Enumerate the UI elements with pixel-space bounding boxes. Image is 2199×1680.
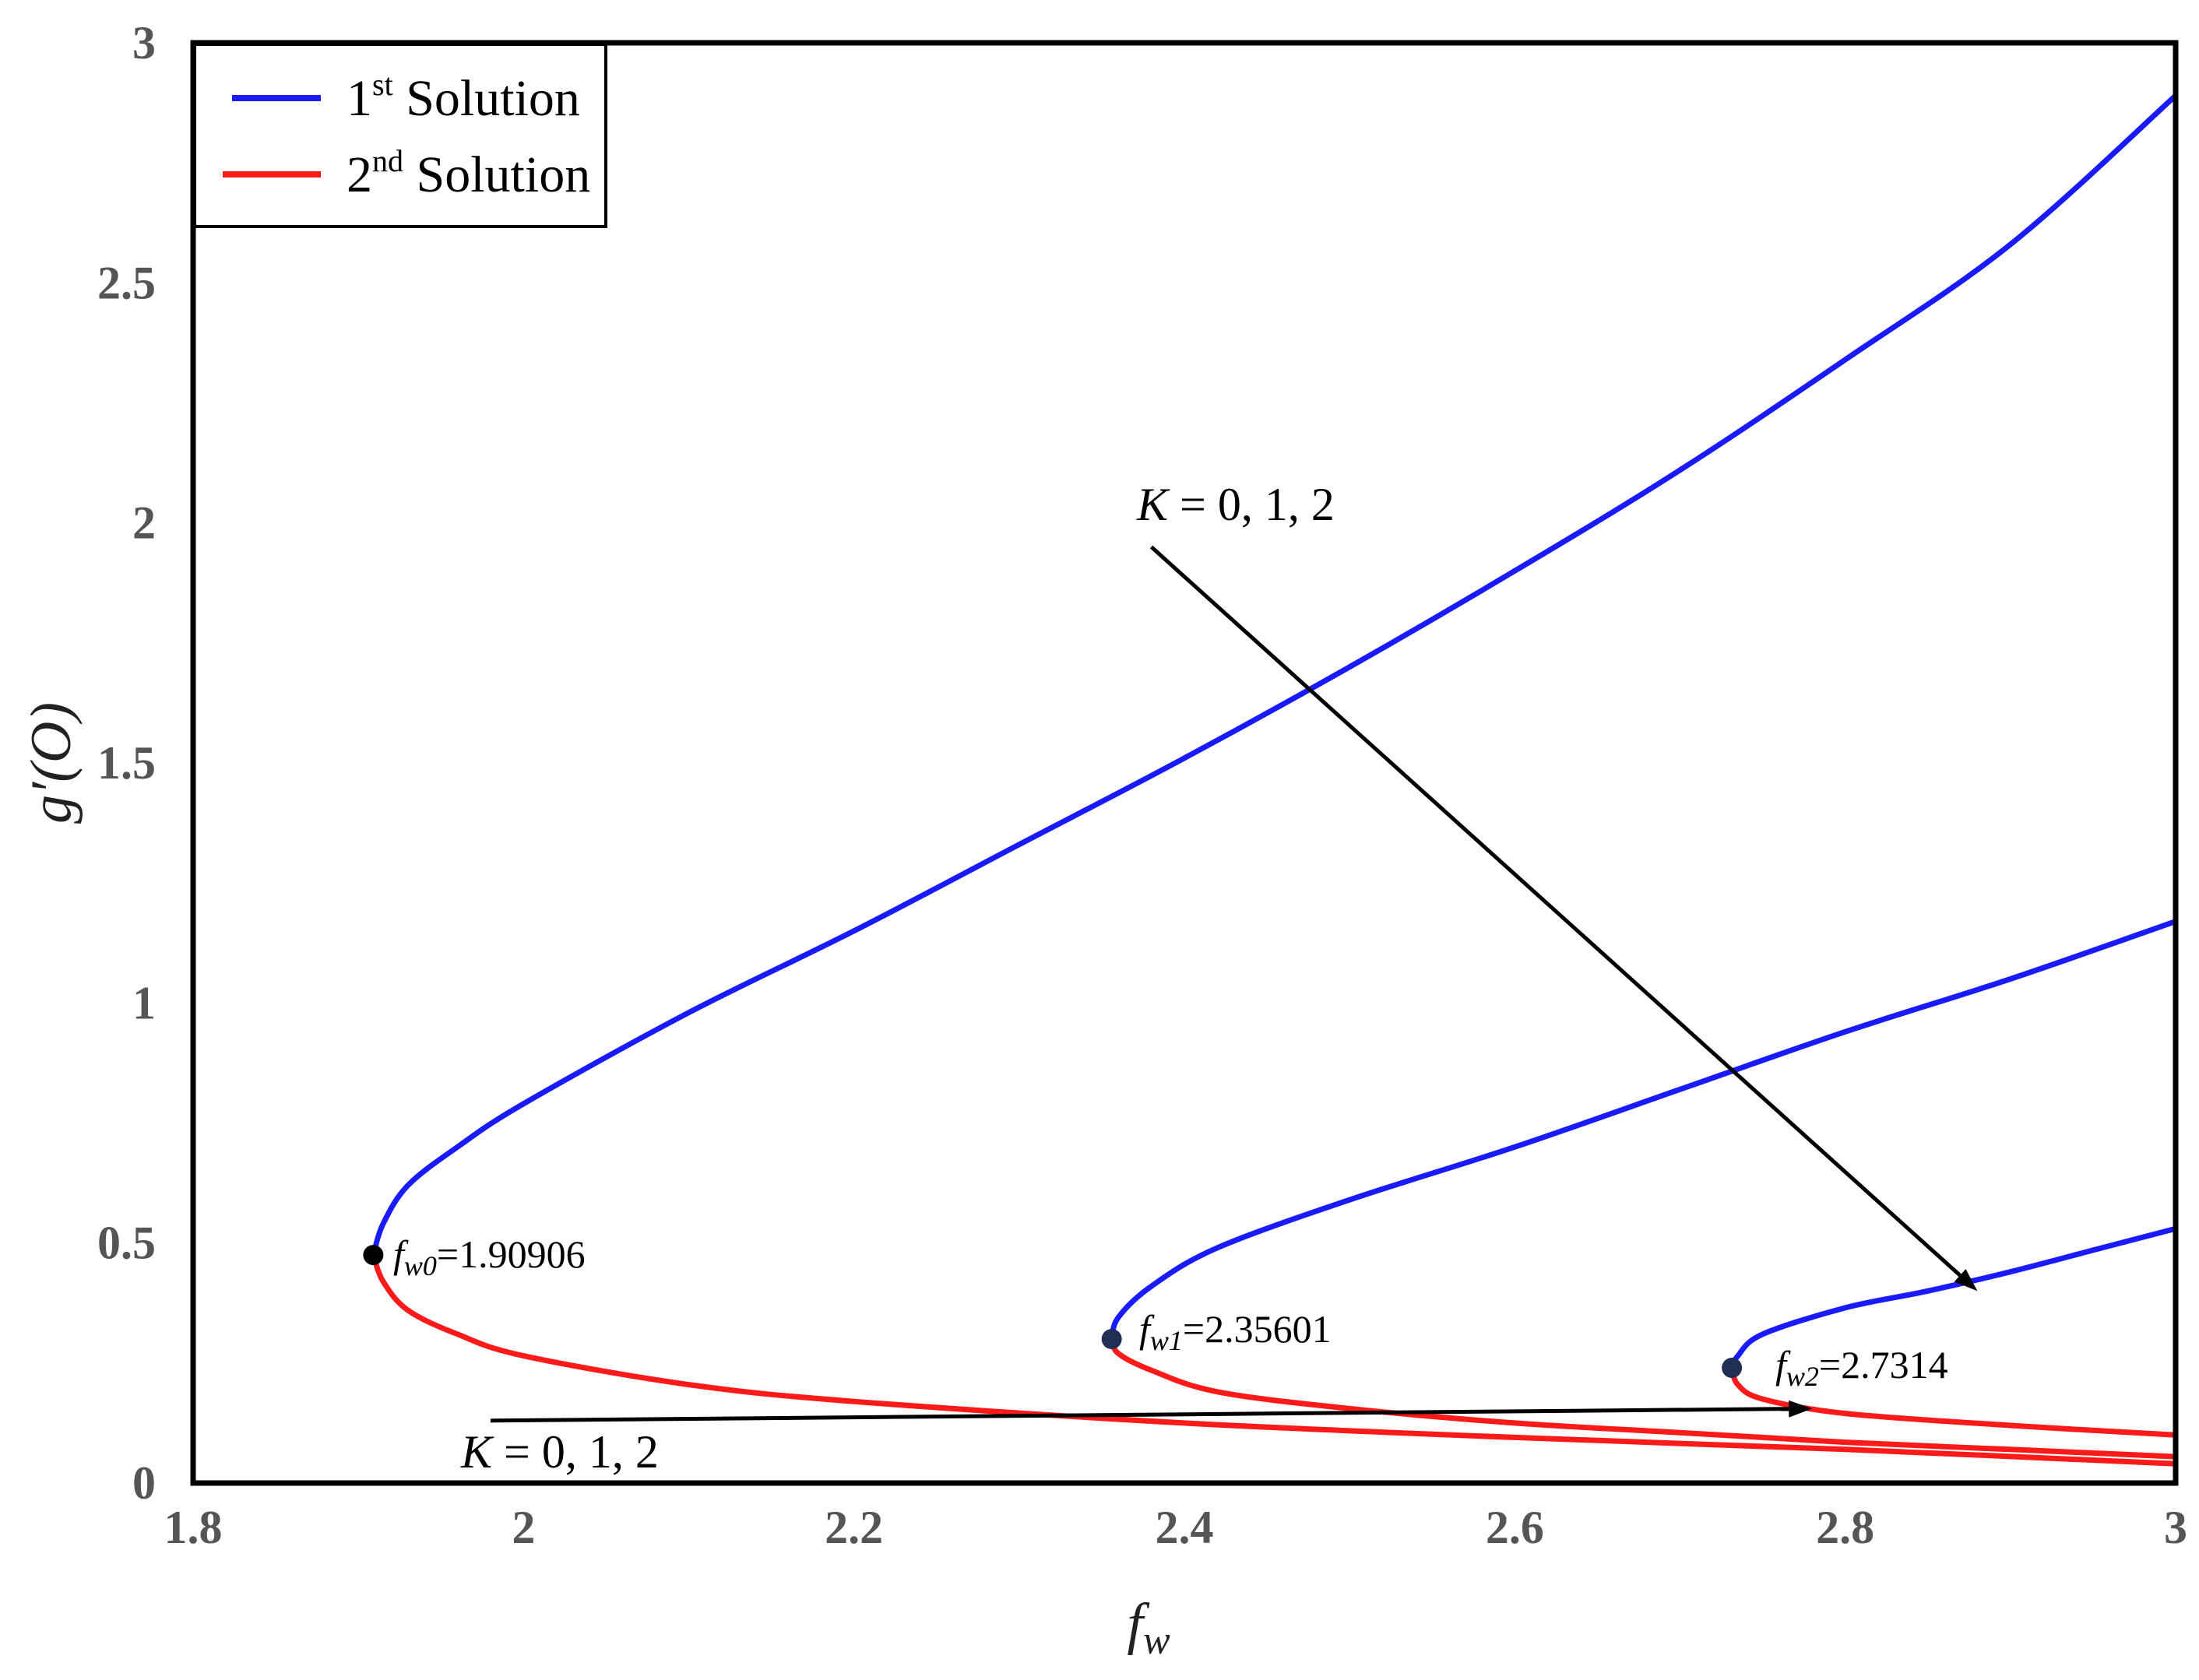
x-axis-label-sub: w [1143, 1618, 1170, 1663]
critical-point-1 [1101, 1329, 1122, 1349]
critical-label-0: fw0=1.90906 [393, 1232, 586, 1281]
plot-area [363, 93, 2179, 1467]
plot-frame [190, 40, 2179, 1486]
x-axis: 1.8 2 2.2 2.4 2.6 2.8 3 [164, 1502, 2188, 1553]
series-line-second-k1 [1109, 1336, 2179, 1460]
annotation-arrow-1 [490, 1407, 1789, 1423]
annotation-K-horizontal: K = 0, 1, 2 [460, 1426, 659, 1478]
y-tick-label: 1 [132, 977, 156, 1028]
annotation-arrowhead-1 [1789, 1400, 1813, 1418]
y-axis-label: g′(O) [19, 702, 83, 824]
legend: 1st Solution 2nd Solution [193, 43, 607, 228]
x-tick-label: 2 [512, 1502, 535, 1553]
x-tick-label: 3 [2164, 1502, 2187, 1553]
series-line-second-k0 [370, 1252, 2179, 1467]
annotation-K-diagonal: K = 0, 1, 2 [1136, 479, 1335, 530]
critical-label-1: fw1=2.35601 [1139, 1307, 1332, 1356]
legend-box [193, 43, 607, 228]
annotation-arrowhead-0 [1954, 1269, 1978, 1292]
series-line-first-k2 [1729, 1225, 2179, 1371]
critical-point-0 [363, 1245, 384, 1266]
critical-point-2 [1722, 1358, 1743, 1378]
y-tick-label: 0 [132, 1457, 156, 1509]
legend-label-1st: 1st Solution [347, 67, 580, 127]
y-tick-label: 2 [132, 497, 156, 549]
series-line-first-k1 [1109, 919, 2179, 1342]
y-tick-label: 3 [132, 17, 156, 69]
x-tick-label: 2.4 [1156, 1502, 1214, 1553]
critical-point-labels: fw0=1.90906 fw1=2.35601 fw2=2.7314 [393, 1232, 1948, 1392]
x-tick-label: 1.8 [164, 1502, 223, 1553]
y-tick-label: 1.5 [97, 737, 156, 789]
critical-label-2: fw2=2.7314 [1775, 1343, 1948, 1392]
annotations: K = 0, 1, 2 K = 0, 1, 2 [460, 479, 1335, 1478]
series-line-second-k2 [1729, 1365, 2179, 1438]
legend-label-2nd: 2nd Solution [347, 143, 590, 203]
y-tick-label: 0.5 [97, 1218, 156, 1269]
x-tick-label: 2.2 [825, 1502, 883, 1553]
y-axis: 0 0.5 1 1.5 2 2.5 3 [97, 17, 156, 1509]
x-axis-label: fw [1127, 1592, 1170, 1663]
x-tick-label: 2.6 [1486, 1502, 1544, 1553]
series-line-first-k0 [370, 93, 2179, 1258]
annotation-arrow-0 [1149, 545, 1962, 1278]
y-tick-label: 2.5 [97, 257, 156, 308]
x-tick-label: 2.8 [1816, 1502, 1874, 1553]
